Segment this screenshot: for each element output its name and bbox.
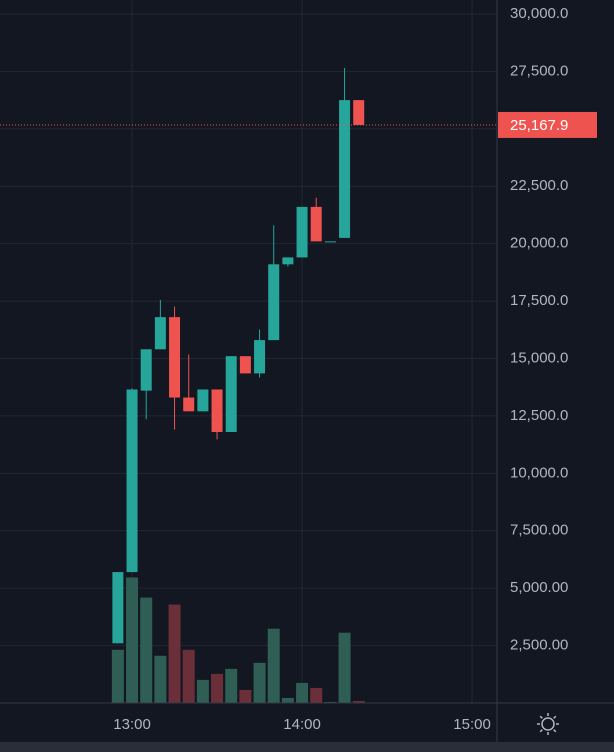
candle-body bbox=[126, 389, 138, 573]
volume-bar bbox=[168, 604, 181, 703]
volume-bar bbox=[281, 697, 294, 703]
candle-body bbox=[183, 397, 195, 412]
volume-bar bbox=[239, 689, 252, 703]
y-tick-label: 2,500.00 bbox=[510, 637, 568, 654]
y-tick-label: 10,000.0 bbox=[510, 464, 568, 481]
last-price-label: 25,167.9 bbox=[510, 117, 568, 134]
volume-bar bbox=[182, 649, 195, 703]
candle-body bbox=[296, 206, 308, 258]
settings-button[interactable] bbox=[537, 713, 559, 735]
volume-bar bbox=[324, 701, 337, 703]
volume-bar bbox=[310, 687, 323, 703]
x-tick-label: 15:00 bbox=[453, 716, 491, 733]
y-tick-label: 5,000.00 bbox=[510, 579, 568, 596]
x-tick-label: 13:00 bbox=[113, 716, 151, 733]
axis-layer: 2,500.00 5,000.00 7,500.00 10,000.0 12,500.0… bbox=[113, 5, 597, 733]
volume-bar bbox=[196, 679, 209, 703]
candle-body bbox=[140, 349, 152, 391]
y-tick-label: 20,000.0 bbox=[510, 235, 568, 252]
candle-body bbox=[112, 572, 124, 644]
candle-body bbox=[310, 206, 322, 242]
candle-body bbox=[268, 264, 280, 341]
y-tick-label: 17,500.0 bbox=[510, 292, 568, 309]
y-tick-label: 15,000.0 bbox=[510, 349, 568, 366]
volume-bar bbox=[225, 668, 238, 703]
candle-body bbox=[324, 241, 336, 243]
y-tick-label: 22,500.0 bbox=[510, 177, 568, 194]
candle-body bbox=[154, 317, 166, 350]
volume-bar bbox=[253, 662, 266, 703]
candle-body bbox=[339, 100, 351, 238]
volume-bar bbox=[126, 577, 139, 703]
y-tick-label: 12,500.0 bbox=[510, 407, 568, 424]
candle-body bbox=[211, 389, 223, 432]
y-tick-label: 7,500.00 bbox=[510, 522, 568, 539]
bottom-bar bbox=[0, 742, 614, 752]
candle-body bbox=[225, 356, 237, 432]
volume-bar bbox=[296, 682, 309, 703]
candle-body bbox=[282, 257, 294, 265]
price-layer bbox=[0, 67, 497, 644]
candle-body bbox=[169, 317, 181, 398]
volume-bar bbox=[211, 673, 224, 703]
x-tick-label: 14:00 bbox=[283, 716, 321, 733]
candle-body bbox=[239, 356, 251, 374]
volume-bar bbox=[140, 597, 153, 703]
volume-bar bbox=[154, 655, 167, 703]
y-tick-label: 27,500.0 bbox=[510, 62, 568, 79]
volume-layer bbox=[111, 577, 365, 703]
candle-body bbox=[254, 340, 266, 374]
volume-bar bbox=[352, 700, 365, 703]
volume-bar bbox=[267, 628, 280, 703]
grid bbox=[0, 0, 497, 703]
volume-bar bbox=[338, 632, 351, 703]
last-price-box bbox=[498, 111, 597, 138]
candle-body bbox=[353, 100, 365, 125]
y-tick-label: 30,000.0 bbox=[510, 5, 568, 22]
candle-body bbox=[197, 389, 209, 412]
volume-bar bbox=[111, 649, 124, 703]
